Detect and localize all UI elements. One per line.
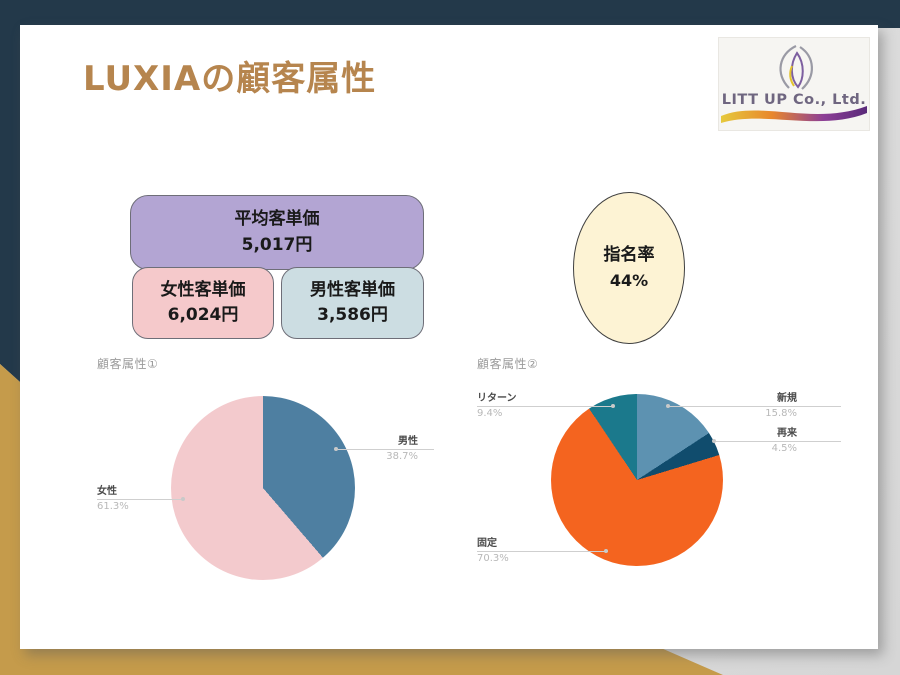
stat-value: 5,017円 — [241, 234, 313, 255]
leader-line — [97, 499, 181, 500]
leader-dot — [611, 404, 615, 408]
slide: LUXIAの顧客属性 LITT UP Co., Ltd. 平均客単価 — [20, 25, 878, 649]
pie-chart-customer-type — [551, 394, 723, 566]
slice-label: 再来 — [777, 428, 797, 439]
leader-dot — [712, 439, 716, 443]
callout-return: リターン 9.4% — [477, 392, 613, 421]
company-logo: LITT UP Co., Ltd. — [718, 37, 870, 131]
page-title: LUXIAの顧客属性 — [83, 59, 377, 99]
nomination-label: 指名率 — [603, 245, 655, 266]
callout-female: 女性 61.3% — [97, 485, 181, 514]
slice-percentage: 15.8% — [765, 408, 797, 419]
callout-male: 男性 38.7% — [338, 435, 434, 464]
stat-box-male-price: 男性客単価 3,586円 — [281, 267, 424, 339]
callout-revisit: 再来 4.5% — [714, 427, 841, 456]
logo-swoosh — [721, 106, 867, 123]
stat-value: 3,586円 — [317, 305, 388, 325]
leader-line — [338, 449, 434, 450]
slice-percentage: 38.7% — [386, 451, 418, 462]
chart1-title: 顧客属性① — [97, 357, 159, 371]
logo-graphic: LITT UP Co., Ltd. — [721, 45, 867, 123]
nomination-value: 44% — [609, 270, 649, 290]
leader-dot — [334, 447, 338, 451]
slice-percentage: 9.4% — [477, 408, 503, 419]
slice-label: リターン — [477, 393, 517, 404]
slice-percentage: 4.5% — [771, 443, 797, 454]
nomination-rate-ellipse: 指名率 44% — [573, 192, 685, 344]
stat-box-average-price: 平均客単価 5,017円 — [130, 195, 424, 270]
slice-label: 女性 — [97, 486, 117, 497]
slice-label: 新規 — [777, 393, 797, 404]
leader-line — [714, 441, 841, 442]
leader-dot — [666, 404, 670, 408]
leader-dot — [604, 549, 608, 553]
leader-line — [477, 406, 613, 407]
stat-label: 男性客単価 — [310, 279, 395, 300]
stat-label: 女性客単価 — [160, 279, 246, 300]
pie-chart-gender — [171, 396, 355, 580]
leader-dot — [181, 497, 185, 501]
stat-box-female-price: 女性客単価 6,024円 — [132, 267, 274, 339]
callout-new: 新規 15.8% — [668, 392, 841, 421]
hair-swirl-icon — [779, 45, 813, 90]
chart2-title: 顧客属性② — [477, 357, 539, 371]
slice-percentage: 61.3% — [97, 501, 129, 512]
leader-line — [668, 406, 841, 407]
stat-value: 6,024円 — [167, 305, 239, 325]
slice-label: 固定 — [477, 538, 497, 549]
stat-label: 平均客単価 — [234, 209, 320, 229]
slice-percentage: 70.3% — [477, 553, 509, 564]
callout-regular: 固定 70.3% — [477, 537, 608, 566]
logo-company-name: LITT UP Co., Ltd. — [722, 92, 866, 108]
slice-label: 男性 — [398, 436, 418, 447]
leader-line — [477, 551, 608, 552]
